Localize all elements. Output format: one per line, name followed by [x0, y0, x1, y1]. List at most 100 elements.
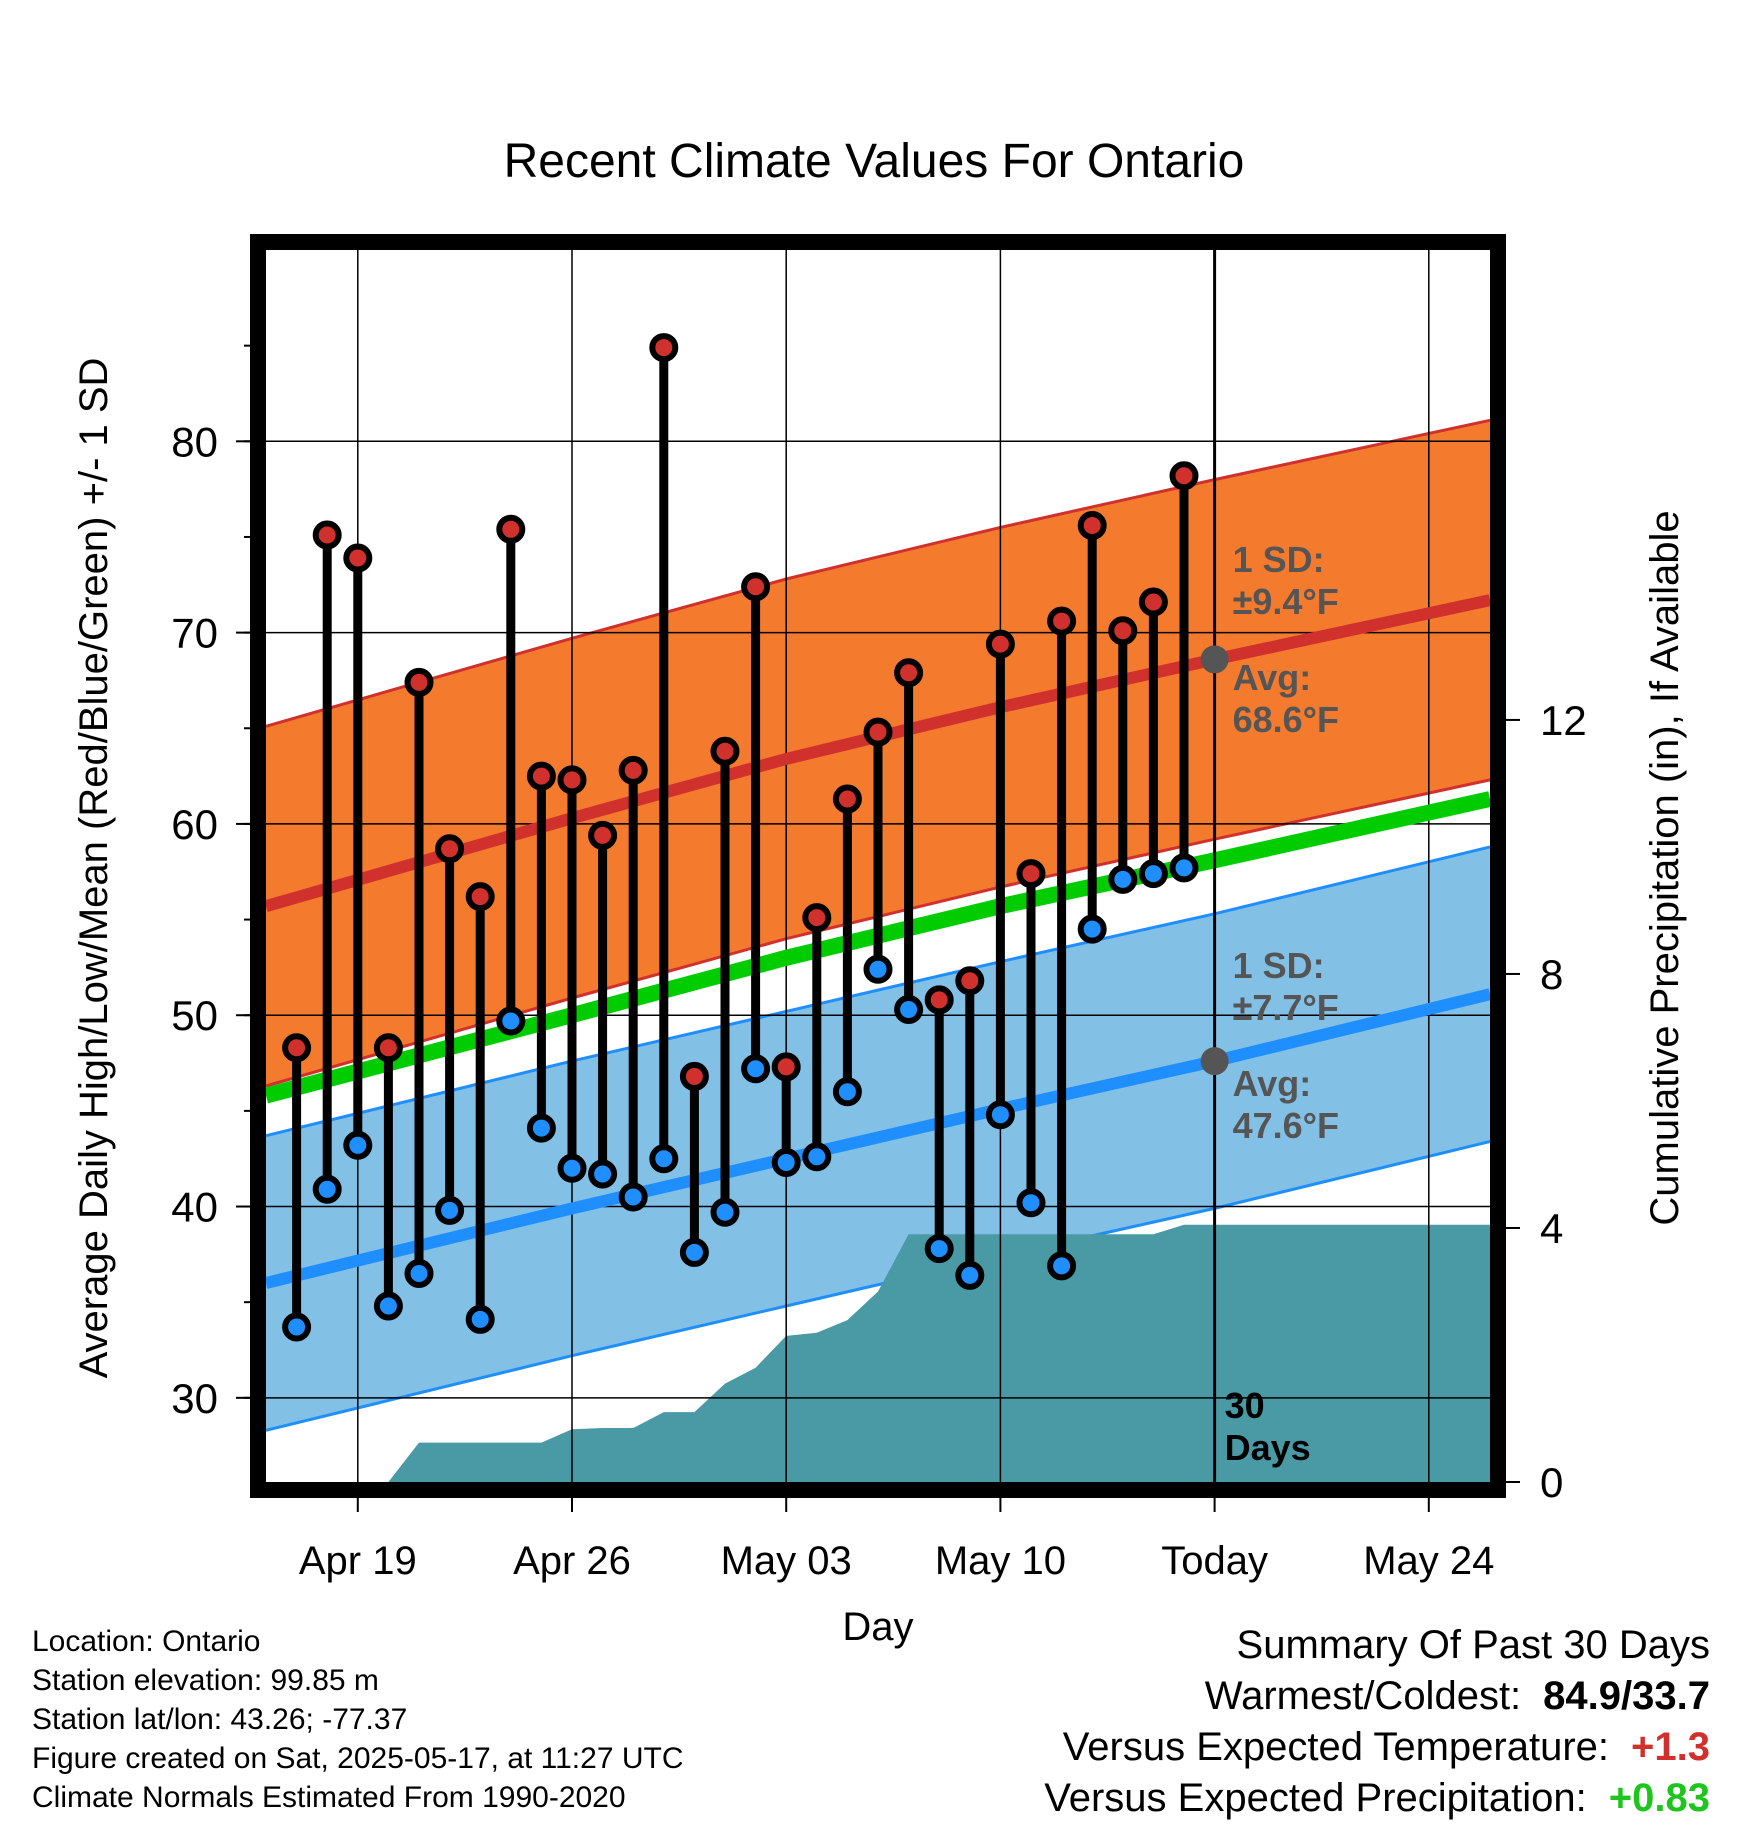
chart-title: Recent Climate Values For Ontario	[503, 135, 1245, 188]
high-point	[1047, 606, 1077, 636]
low-point	[771, 1148, 801, 1178]
y2-tick-label: 12	[1540, 697, 1587, 744]
low-point	[343, 1130, 373, 1160]
high-point	[832, 784, 862, 814]
high-point	[771, 1052, 801, 1082]
low-point	[985, 1100, 1015, 1130]
high-point	[863, 717, 893, 747]
high-band-upper-edge	[265, 418, 1491, 728]
high-point	[496, 514, 526, 544]
high-point	[373, 1033, 403, 1063]
x-tick-label: Apr 19	[299, 1539, 417, 1583]
low-point	[588, 1159, 618, 1189]
created-text: Figure created on Sat, 2025-05-17, at 11…	[32, 1742, 684, 1775]
low-point	[832, 1077, 862, 1107]
high-point	[924, 985, 954, 1015]
precip-label: Versus Expected Precipitation:	[1044, 1776, 1587, 1820]
low-point	[282, 1312, 312, 1342]
low-point	[618, 1182, 648, 1212]
y2-tick-label: 4	[1540, 1205, 1563, 1252]
y-tick-label: 60	[171, 801, 218, 848]
y2-tick-label: 0	[1540, 1459, 1563, 1506]
low-point	[1077, 914, 1107, 944]
y2-axis-label: Cumulative Precipitation (in), If Availa…	[1643, 510, 1687, 1225]
low-avg-label: Avg:	[1233, 1063, 1312, 1104]
low-point	[863, 954, 893, 984]
high-point	[649, 333, 679, 363]
temperature-sticks-layer	[282, 333, 1199, 1342]
high-point	[679, 1061, 709, 1091]
low-point	[924, 1234, 954, 1264]
high-point	[894, 658, 924, 688]
latlon-text: Station lat/lon: 43.26; -77.37	[32, 1703, 408, 1736]
low-point	[1169, 853, 1199, 883]
high-point	[1138, 587, 1168, 617]
y-tick-label: 50	[171, 992, 218, 1039]
y-tick-label: 80	[171, 418, 218, 465]
x-tick-label: Apr 26	[513, 1539, 631, 1583]
high-point	[588, 820, 618, 850]
y-tick-label: 30	[171, 1375, 218, 1422]
low-point	[955, 1260, 985, 1290]
temp-label: Versus Expected Temperature:	[1062, 1725, 1610, 1769]
high-point	[1108, 616, 1138, 646]
temp-value: +1.3	[1631, 1725, 1710, 1769]
high-point	[526, 761, 556, 791]
high-sd-label: 1 SD:	[1233, 539, 1325, 580]
y-tick-label: 40	[171, 1184, 218, 1231]
high-point	[282, 1033, 312, 1063]
high-point	[312, 520, 342, 550]
plot-frame	[250, 234, 1506, 1498]
low-point	[1016, 1188, 1046, 1218]
low-point	[435, 1195, 465, 1225]
low-band-upper-edge	[265, 845, 1491, 1138]
low-point	[1047, 1251, 1077, 1281]
low-point	[404, 1258, 434, 1288]
plot-frame-layer	[250, 234, 1506, 1498]
precip-value: +0.83	[1608, 1776, 1710, 1820]
x-tick-label: May 10	[935, 1539, 1066, 1583]
low-point	[802, 1142, 832, 1172]
y-tick-label: 70	[171, 610, 218, 657]
location-text: Location: Ontario	[32, 1625, 261, 1658]
low-point	[741, 1054, 771, 1084]
today-low-avg-marker	[1200, 1047, 1229, 1076]
x-tick-label: May 24	[1363, 1539, 1494, 1583]
y-axis-label: Average Daily High/Low/Mean (Red/Blue/Gr…	[72, 358, 116, 1379]
low-point	[649, 1144, 679, 1174]
y2-tick-label: 8	[1540, 951, 1563, 998]
high-point	[1077, 510, 1107, 540]
summary-panel: Summary Of Past 30 Days Warmest/Coldest:…	[1044, 1620, 1710, 1824]
high-point	[404, 667, 434, 697]
high-sd-value: ±9.4°F	[1233, 581, 1339, 622]
avg-low-line	[264, 988, 1492, 1289]
summary-heading: Summary Of Past 30 Days	[1236, 1623, 1710, 1667]
elevation-text: Station elevation: 99.85 m	[32, 1664, 379, 1697]
low-point	[526, 1113, 556, 1143]
high-point	[741, 572, 771, 602]
high-point	[435, 834, 465, 864]
low-point	[710, 1197, 740, 1227]
low-point	[1138, 859, 1168, 889]
high-point	[465, 882, 495, 912]
low-point	[1108, 864, 1138, 894]
x-tick-label: May 03	[721, 1539, 852, 1583]
warmest-value: 84.9/33.7	[1543, 1674, 1710, 1718]
high-avg-label: Avg:	[1233, 657, 1312, 698]
high-point	[618, 755, 648, 785]
high-avg-value: 68.6°F	[1233, 699, 1339, 740]
days-number-label: 30	[1225, 1385, 1265, 1426]
low-point	[557, 1153, 587, 1183]
high-point	[343, 543, 373, 573]
low-point	[496, 1006, 526, 1036]
today-layer	[1200, 250, 1229, 1482]
high-point	[1016, 859, 1046, 889]
high-point	[802, 903, 832, 933]
low-point	[373, 1291, 403, 1321]
low-point	[894, 994, 924, 1024]
high-point	[710, 736, 740, 766]
high-point	[985, 629, 1015, 659]
